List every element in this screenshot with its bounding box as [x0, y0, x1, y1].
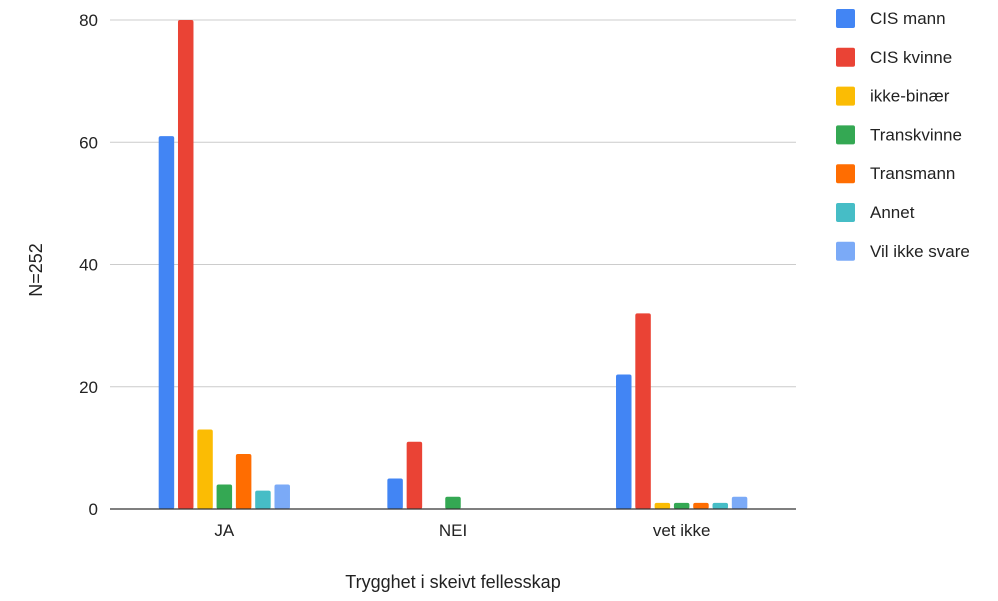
legend-label: CIS kvinne — [870, 48, 952, 67]
bar-annet-ja[interactable] — [255, 490, 271, 509]
bar-cis-kvinne-vet-ikke[interactable] — [635, 313, 651, 509]
bar-transmann-ja[interactable] — [235, 453, 252, 509]
y-axis-ticks: 0 20 40 60 80 — [79, 11, 98, 519]
legend-swatch — [836, 86, 855, 106]
bar-cis-kvinne-ja[interactable] — [177, 20, 194, 509]
bar-ikke-bin-r-ja[interactable] — [197, 429, 213, 509]
legend-item[interactable]: Transmann — [836, 164, 955, 184]
legend-item[interactable]: CIS mann — [836, 9, 946, 28]
y-tick-label: 60 — [79, 133, 98, 152]
x-tick-label: NEI — [439, 521, 467, 540]
y-tick-label: 80 — [79, 11, 98, 30]
x-tick-label: vet ikke — [653, 521, 711, 540]
y-tick-label: 20 — [79, 378, 98, 397]
legend-item[interactable]: Transkvinne — [836, 125, 962, 145]
x-axis-ticks: JA NEI vet ikke — [214, 521, 710, 540]
legend-label: ikke-binær — [870, 87, 950, 106]
legend-label: Vil ikke svare — [870, 242, 970, 261]
legend-swatch — [836, 9, 855, 28]
bar-vil-ikke-svare-ja[interactable] — [274, 484, 290, 509]
y-tick-label: 40 — [79, 256, 98, 275]
legend-swatch — [836, 164, 855, 184]
y-tick-label: 0 — [89, 500, 98, 519]
x-tick-label: JA — [214, 521, 235, 540]
legend-item[interactable]: Vil ikke svare — [836, 242, 970, 261]
bar-cis-mann-vet-ikke[interactable] — [616, 374, 632, 509]
legend-label: Transmann — [870, 164, 955, 183]
bar-cis-mann-ja[interactable] — [158, 136, 175, 509]
bar-vil-ikke-svare-vet-ikke[interactable] — [731, 496, 748, 509]
legend-swatch — [836, 47, 855, 67]
bar-transkvinne-nei[interactable] — [445, 496, 461, 509]
bar-ikke-bin-r-vet-ikke[interactable] — [654, 502, 671, 509]
gridlines — [110, 19, 796, 388]
bar-transkvinne-vet-ikke[interactable] — [673, 502, 690, 509]
bars — [158, 20, 748, 509]
bar-cis-mann-nei[interactable] — [387, 478, 403, 509]
legend-swatch — [836, 241, 855, 261]
bar-cis-kvinne-nei[interactable] — [406, 441, 423, 509]
legend-label: CIS mann — [870, 9, 946, 28]
y-axis-title: N=252 — [26, 243, 46, 297]
legend-item[interactable]: Annet — [836, 203, 915, 222]
legend-label: Transkvinne — [870, 125, 962, 144]
bar-annet-vet-ikke[interactable] — [712, 502, 729, 509]
legend-item[interactable]: ikke-binær — [836, 86, 950, 106]
legend: CIS mann CIS kvinne ikke-binær Transkvinne T… — [836, 9, 970, 261]
legend-swatch — [836, 125, 855, 145]
bar-transkvinne-ja[interactable] — [216, 484, 233, 509]
bar-transmann-vet-ikke[interactable] — [693, 502, 709, 509]
legend-swatch — [836, 203, 855, 222]
x-axis-title: Trygghet i skeivt fellesskap — [345, 572, 560, 592]
legend-label: Annet — [870, 203, 915, 222]
legend-item[interactable]: CIS kvinne — [836, 47, 952, 67]
